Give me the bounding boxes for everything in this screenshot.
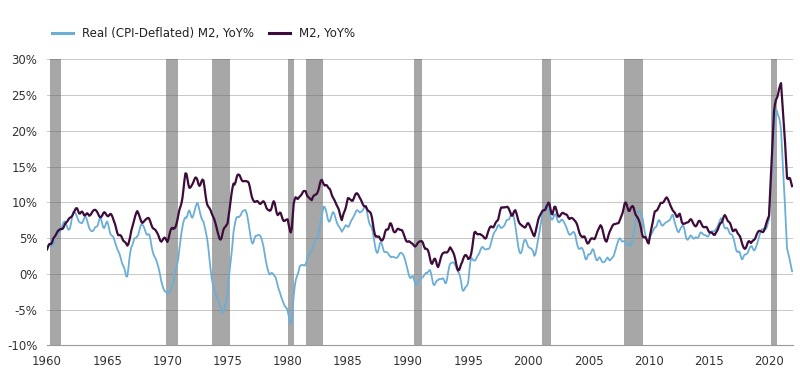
Bar (542, 60, 551, 345)
Real (CPI-Deflated) M2, YoY% (46, 242, 55, 247)
Bar (288, 60, 294, 345)
Line: M2, YoY%: M2, YoY% (47, 83, 792, 270)
Bar (50, 60, 61, 345)
Real (CPI-Deflated) M2, YoY% (596, 256, 606, 261)
Bar (624, 60, 642, 345)
M2, YoY% (388, 227, 398, 232)
Real (CPI-Deflated) M2, YoY% (578, 246, 587, 251)
Real (CPI-Deflated) M2, YoY% (389, 255, 398, 260)
M2, YoY% (578, 235, 587, 239)
Real (CPI-Deflated) M2, YoY% (146, 243, 156, 247)
M2, YoY% (596, 223, 606, 228)
M2, YoY% (454, 268, 463, 273)
Real (CPI-Deflated) M2, YoY% (361, 204, 370, 208)
Bar (414, 60, 422, 345)
M2, YoY% (787, 184, 797, 188)
M2, YoY% (146, 222, 156, 227)
Legend: Real (CPI-Deflated) M2, YoY%, M2, YoY%: Real (CPI-Deflated) M2, YoY%, M2, YoY% (47, 22, 360, 45)
Real (CPI-Deflated) M2, YoY% (286, 322, 295, 326)
Bar (306, 60, 323, 345)
Real (CPI-Deflated) M2, YoY% (42, 248, 52, 252)
Real (CPI-Deflated) M2, YoY% (771, 107, 781, 112)
M2, YoY% (46, 242, 55, 246)
Bar (213, 60, 230, 345)
M2, YoY% (776, 81, 786, 86)
M2, YoY% (42, 247, 52, 252)
Bar (166, 60, 178, 345)
Real (CPI-Deflated) M2, YoY% (787, 269, 797, 273)
Bar (771, 60, 777, 345)
Line: Real (CPI-Deflated) M2, YoY%: Real (CPI-Deflated) M2, YoY% (47, 110, 792, 324)
M2, YoY% (360, 204, 370, 209)
